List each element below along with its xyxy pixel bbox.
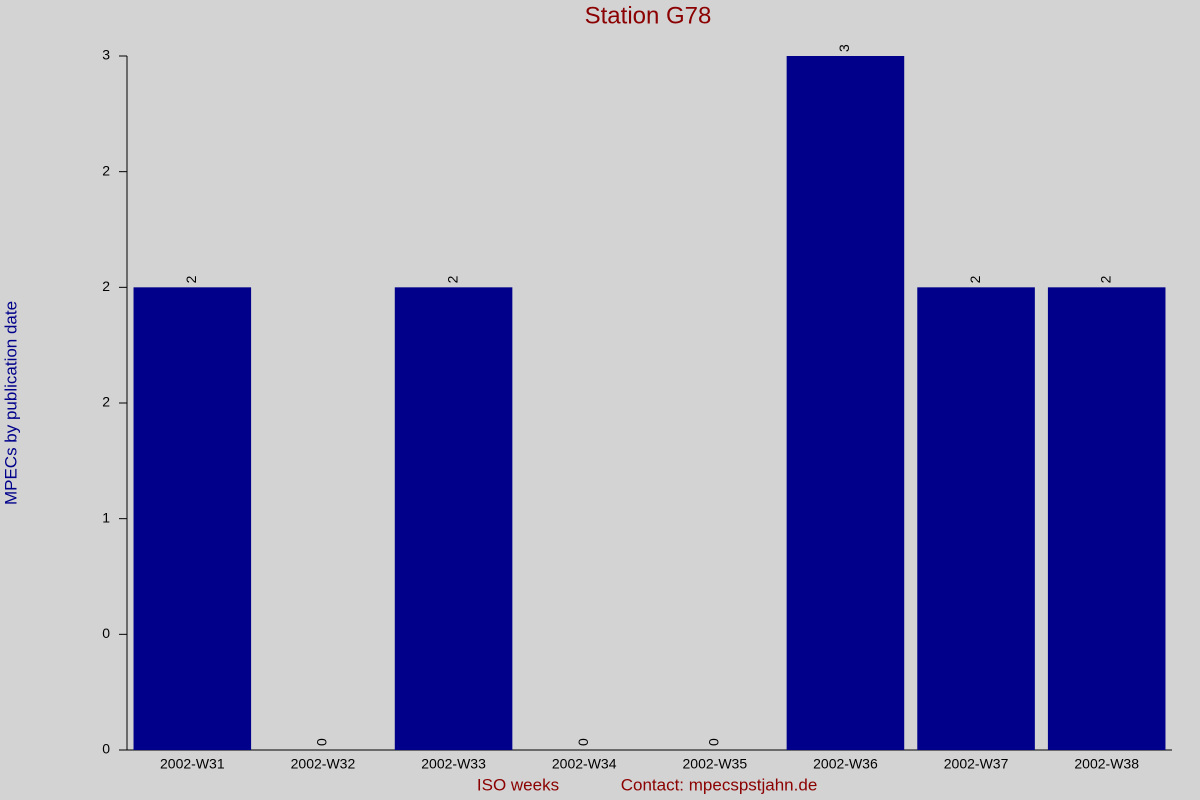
contact: Contact: mpecspstjahn.de xyxy=(621,775,818,794)
value-label: 2 xyxy=(967,275,983,283)
value-label: 0 xyxy=(314,738,330,746)
y-tick-label: 2 xyxy=(102,278,110,294)
x-tick-label: 2002-W37 xyxy=(944,756,1009,772)
x-tick-label: 2002-W36 xyxy=(813,756,878,772)
value-label: 2 xyxy=(183,275,199,283)
x-tick-label: 2002-W33 xyxy=(421,756,486,772)
bar xyxy=(786,56,905,750)
bar xyxy=(394,287,513,750)
y-tick-label: 0 xyxy=(102,741,110,757)
y-tick-label: 0 xyxy=(102,625,110,641)
y-tick-label: 2 xyxy=(102,162,110,178)
value-label: 2 xyxy=(444,275,460,283)
x-tick-label: 2002-W38 xyxy=(1074,756,1139,772)
x-tick-label: 2002-W34 xyxy=(552,756,617,772)
x-tick-label: 2002-W31 xyxy=(160,756,225,772)
chart-title: Station G78 xyxy=(585,2,712,29)
value-label: 0 xyxy=(706,738,722,746)
value-label: 0 xyxy=(575,738,591,746)
bar xyxy=(133,287,252,750)
value-label: 2 xyxy=(1097,275,1113,283)
y-tick-label: 1 xyxy=(102,509,110,525)
value-label: 3 xyxy=(836,44,852,52)
x-tick-label: 2002-W35 xyxy=(683,756,748,772)
x-axis-label: ISO weeks xyxy=(477,775,559,794)
bar xyxy=(917,287,1035,750)
y-axis-label: MPECs by publication date xyxy=(1,301,20,505)
y-tick-label: 2 xyxy=(102,394,110,410)
y-tick-label: 3 xyxy=(102,47,110,63)
bar xyxy=(1047,287,1166,750)
x-tick-label: 2002-W32 xyxy=(291,756,356,772)
